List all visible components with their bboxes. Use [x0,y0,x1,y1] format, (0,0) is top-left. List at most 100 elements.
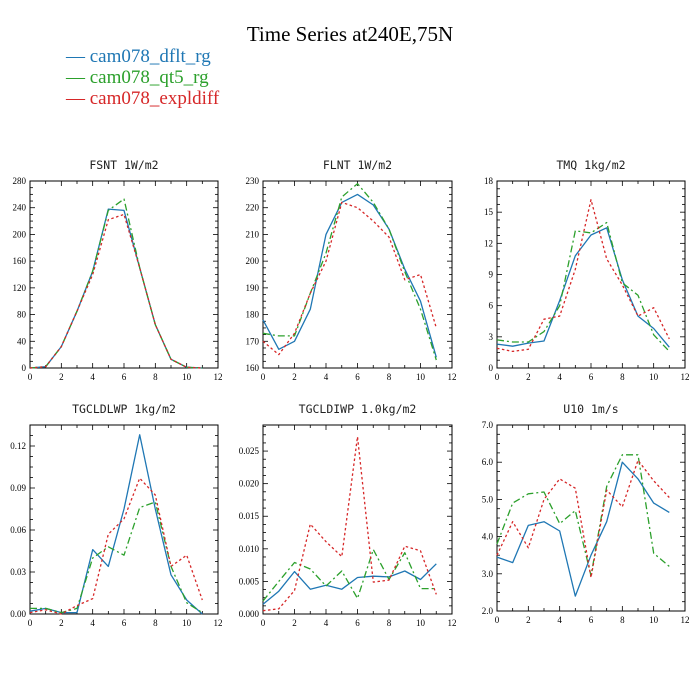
legend-entry-cam078_expldiff: — cam078_expldiff [65,88,220,109]
legend-line-icon: — [65,67,90,88]
series-line-cam078_qt5_rg [29,198,203,369]
y-tick-label: 6.0 [482,457,494,467]
series-line-cam078_expldiff [262,436,437,612]
y-tick-label: 0.03 [10,567,26,577]
x-tick-label: 2 [59,618,64,628]
y-tick-label: 0.000 [239,609,260,619]
x-tick-label: 8 [620,372,625,382]
series-line-cam078_qt5_rg [262,548,437,602]
y-tick-label: 9 [489,270,494,280]
x-tick-label: 6 [122,618,127,628]
x-tick-label: 0 [495,615,500,625]
x-tick-label: 4 [557,372,562,382]
x-tick-label: 6 [589,372,594,382]
plot-frame [496,180,686,369]
legend-label: cam078_expldiff [90,88,220,109]
y-tick-label: 0 [489,363,494,373]
y-tick-label: 4.0 [482,532,494,542]
x-tick-label: 4 [324,372,329,382]
y-tick-label: 5.0 [482,494,494,504]
x-tick-label: 12 [214,372,223,382]
legend-entry-cam078_qt5_rg: — cam078_qt5_rg [65,67,209,88]
y-tick-label: 6 [489,301,494,311]
x-tick-label: 6 [355,618,360,628]
legend: — cam078_dflt_rg— cam078_qt5_rg— cam078_… [65,46,220,109]
y-tick-label: 7.0 [482,420,494,430]
y-tick-label: 230 [246,176,260,186]
x-tick-label: 8 [387,372,392,382]
series-line-cam078_qt5_rg [30,501,203,614]
x-tick-label: 2 [292,618,297,628]
series-line-cam078_dflt_rg [29,434,203,615]
x-tick-label: 0 [261,618,266,628]
series-line-cam078_expldiff [262,201,437,356]
series-line-cam078_expldiff [496,459,670,579]
x-tick-label: 10 [416,372,426,382]
y-tick-label: 18 [484,176,494,186]
x-tick-label: 4 [90,372,95,382]
panel-title: TGCLDIWP 1.0kg/m2 [299,402,417,416]
y-tick-label: 190 [246,283,260,293]
legend-label: cam078_dflt_rg [90,46,212,67]
x-tick-label: 10 [649,372,659,382]
x-tick-label: 12 [448,618,457,628]
panel-title: FLNT 1W/m2 [323,158,392,172]
panels: FSNT 1W/m20 2 4 6 8 10 1204080120160200240280F… [10,158,689,628]
x-tick-label: 12 [214,618,223,628]
y-tick-label: 220 [246,203,260,213]
panel-title: TGCLDLWP 1kg/m2 [72,402,176,416]
series-line-cam078_qt5_rg [496,221,670,352]
y-tick-label: 0.12 [10,441,26,451]
panel-3: TMQ 1kg/m2 0 2 4 6 8 10 12 0 3 6 9 12 15 18 [484,158,690,382]
x-tick-label: 0 [495,372,500,382]
y-tick-label: 0.010 [239,544,260,554]
x-tick-label: 6 [355,372,360,382]
legend-label: cam078_qt5_rg [90,67,209,88]
x-tick-label: 2 [292,372,297,382]
panel-title: TMQ 1kg/m2 [556,158,625,172]
series-line-cam078_qt5_rg [262,183,437,361]
y-tick-label: 0.015 [239,511,260,521]
series-line-cam078_dflt_rg [29,208,203,369]
legend-line-icon: — [65,88,90,109]
y-tick-label: 3.0 [482,569,494,579]
plot-frame [496,424,686,612]
x-tick-label: 10 [182,372,192,382]
x-tick-label: 6 [589,615,594,625]
x-tick-label: 12 [448,372,457,382]
y-tick-label: 2.0 [482,606,494,616]
panel-2: FLNT 1W/m2 0 2 4 6 8 10 12 160 170 180 190 200 210 220… [246,158,457,382]
panel-5: TGCLDIWP 1.0kg/m2 0 2 4 6 8 10 12 0.000 0.005 0.01… [239,402,457,628]
series-line-cam078_dflt_rg [496,461,670,597]
x-tick-label: 4 [324,618,329,628]
plot-frame [262,424,453,615]
x-tick-label: 10 [182,618,192,628]
y-tick-label: 160 [246,363,260,373]
y-tick-label: 0.025 [239,446,260,456]
y-tick-label: 200 [13,229,27,239]
x-tick-label: 2 [526,372,531,382]
series-line-cam078_expldiff [29,213,203,369]
y-tick-label: 0.06 [10,525,26,535]
x-tick-label: 8 [387,618,392,628]
y-tick-label: 80 [17,310,27,320]
y-tick-label: 210 [246,229,260,239]
x-tick-label: 0 [28,372,33,382]
y-tick-label: 0 [22,363,27,373]
x-tick-label: 4 [557,615,562,625]
x-tick-label: 8 [153,618,158,628]
series-line-cam078_dflt_rg [496,227,670,348]
series-line-cam078_qt5_rg [496,454,670,577]
x-tick-label: 10 [416,618,426,628]
x-tick-label: 2 [59,372,64,382]
y-tick-label: 280 [13,176,27,186]
legend-line-icon: — [65,46,90,67]
panel-title: FSNT 1W/m2 [89,158,158,172]
y-tick-label: 0.020 [239,479,260,489]
plot-frame [29,180,219,369]
x-tick-label: 2 [526,615,531,625]
x-tick-label: 0 [261,372,266,382]
y-tick-label: 160 [13,256,27,266]
